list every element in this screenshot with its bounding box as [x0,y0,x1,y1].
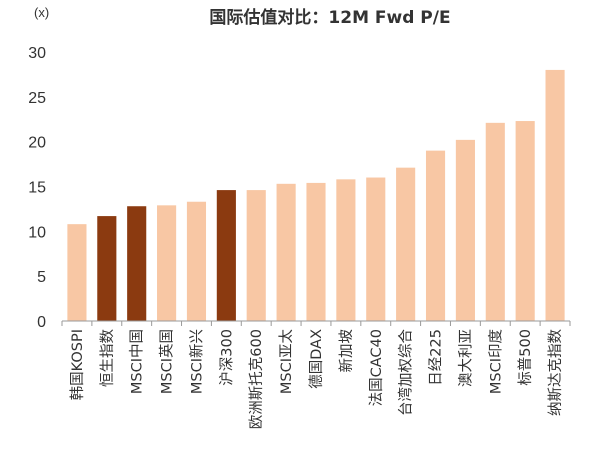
bar-12 [425,150,446,321]
bar-2 [127,206,147,321]
bar-11 [396,167,416,321]
x-tick-label-1: 恒生指数 [99,329,116,387]
bars-group [67,69,565,322]
bar-13 [455,139,475,321]
x-tick-label-13: 澳大利亚 [457,329,474,387]
x-tick-label-8: 德国DAX [308,329,325,389]
bar-9 [336,179,356,321]
bar-1 [97,216,117,321]
x-tick-label-16: 纳斯达克指数 [547,329,564,416]
bar-0 [67,224,87,321]
x-tick-label-9: 新加坡 [338,329,355,373]
y-tick-label-0: 0 [37,314,46,331]
x-tick-label-6: 欧洲斯托克600 [248,329,265,429]
x-tick-label-3: MSCI英国 [158,329,176,394]
x-tick-label-7: MSCI亚太 [278,329,295,395]
bar-4 [186,201,207,321]
x-tick-label-11: 台湾加权综合 [398,329,415,416]
bar-15 [515,121,535,321]
bar-7 [276,183,296,321]
x-tick-label-14: MSCI印度 [487,329,504,394]
bar-10 [366,177,386,321]
x-tick-label-12: 日经225 [428,329,445,386]
bar-6 [246,190,266,321]
x-tick-label-0: 韩国KOSPI [69,329,86,400]
chart-title: 国际估值对比：12M Fwd P/E [209,7,450,28]
y-tick-label-2: 10 [28,224,46,241]
bar-14 [485,122,505,321]
x-tick-label-2: MSCI中国 [129,329,146,394]
y-tick-label-6: 30 [28,45,46,62]
y-tick-label-1: 5 [37,269,46,286]
x-axis: 韩国KOSPI 恒生指数 MSCI中国 MSCI英国 MSCI新兴 沪深300 欧洲斯托克6… [61,320,571,429]
x-tick-label-5: 沪深300 [218,329,235,386]
y-unit-label: (x) [34,5,49,20]
bar-8 [306,182,326,321]
x-tick-label-15: 标普500 [517,329,534,386]
x-tick-label-4: MSCI新兴 [188,329,205,394]
bar-16 [545,69,565,322]
y-axis: 0 5 10 15 20 25 30 [28,45,46,331]
y-tick-label-5: 25 [28,90,46,107]
y-tick-label-4: 20 [28,135,46,152]
x-tick-label-10: 法国CAC40 [368,329,385,406]
bar-5 [216,190,236,321]
y-tick-label-3: 15 [28,180,46,197]
bar-3 [157,205,177,321]
